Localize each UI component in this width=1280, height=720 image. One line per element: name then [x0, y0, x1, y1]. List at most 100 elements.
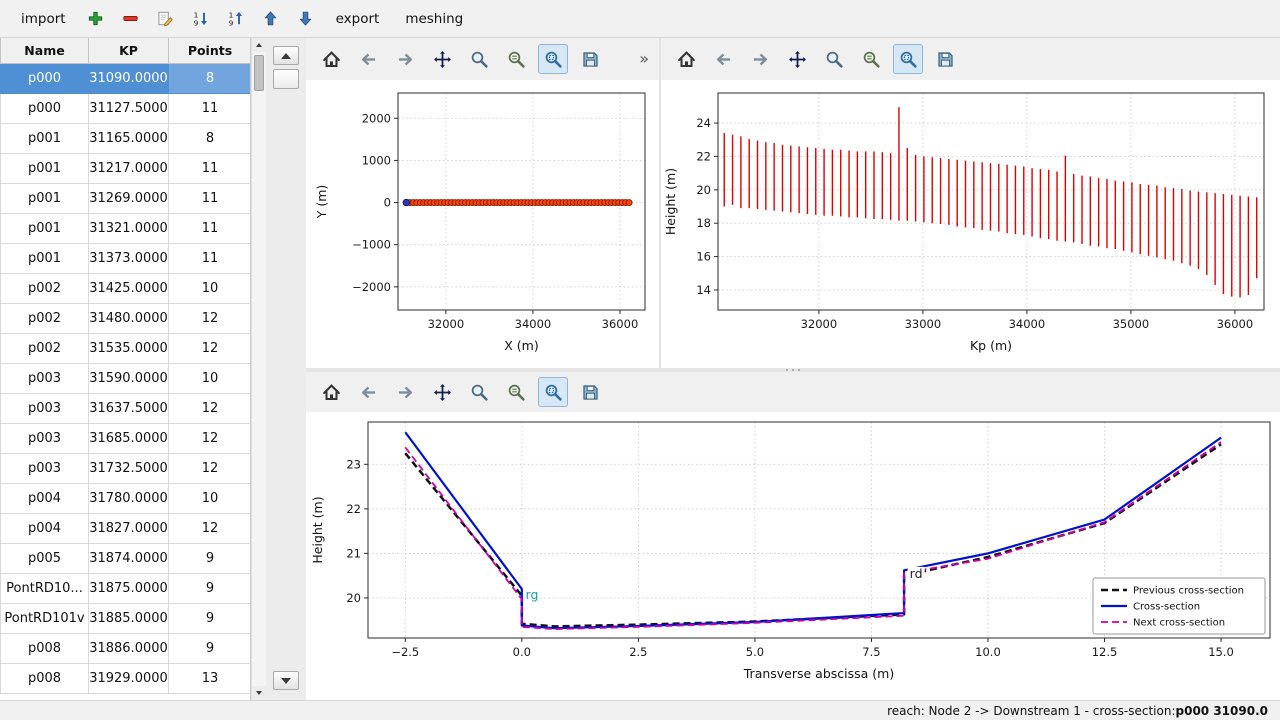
subplots-button[interactable] — [501, 44, 531, 74]
table-row[interactable]: p000 31090.0000 8 — [0, 63, 250, 94]
remove-cross-section-button[interactable] — [118, 6, 144, 32]
subplots-icon — [862, 50, 881, 69]
vertical-splitter[interactable] — [659, 38, 661, 368]
zoom-button[interactable] — [464, 44, 494, 74]
back-button[interactable] — [353, 377, 383, 407]
move-up-button[interactable] — [258, 6, 284, 32]
horizontal-splitter[interactable] — [306, 368, 1280, 372]
subplots-button[interactable] — [501, 377, 531, 407]
svg-text:34000: 34000 — [515, 317, 552, 331]
cell-name: p000 — [0, 93, 89, 124]
move-down-button[interactable] — [293, 6, 319, 32]
column-header-kp[interactable]: KP — [88, 38, 169, 64]
add-cross-section-button[interactable] — [83, 6, 109, 32]
export-button[interactable]: export — [327, 7, 389, 31]
table-row[interactable]: p003 31590.0000 10 — [0, 363, 250, 394]
back-button[interactable] — [708, 44, 738, 74]
cell-kp: 31165.0000 — [88, 123, 169, 154]
table-row[interactable]: PontRD101v 31885.0000 9 — [0, 603, 250, 634]
import-button[interactable]: import — [12, 7, 75, 31]
sort-descending-button[interactable] — [188, 6, 214, 32]
save-button[interactable] — [930, 44, 960, 74]
zoom-rect-button[interactable] — [538, 377, 568, 407]
cell-name: p001 — [0, 153, 89, 184]
table-row[interactable]: p001 31373.0000 11 — [0, 243, 250, 274]
zoom-button[interactable] — [819, 44, 849, 74]
zoom-rect-button[interactable] — [893, 44, 923, 74]
cross-section-canvas[interactable]: rg rd −2.5 0.0 2.5 5.0 7.5 10.0 12.5 15.0 20 21 22 23… — [306, 412, 1280, 700]
cross-section-table-body: p000 31090.0000 8 p000 31127.5000 11 p001 31165… — [0, 63, 250, 694]
panel-scrollbar-thumb[interactable] — [273, 69, 299, 89]
edit-cross-section-button[interactable] — [153, 6, 179, 32]
table-row[interactable]: p005 31874.0000 9 — [0, 543, 250, 574]
home-button[interactable] — [316, 44, 346, 74]
pan-icon — [788, 50, 807, 69]
home-button[interactable] — [671, 44, 701, 74]
pan-button[interactable] — [782, 44, 812, 74]
cell-points: 13 — [168, 663, 250, 694]
cell-kp: 31685.0000 — [88, 423, 169, 454]
table-row[interactable]: p002 31480.0000 12 — [0, 303, 250, 334]
table-row[interactable]: p008 31886.0000 9 — [0, 633, 250, 664]
svg-text:−2000: −2000 — [352, 280, 391, 294]
cell-points: 8 — [168, 63, 250, 94]
table-row[interactable]: p003 31732.5000 12 — [0, 453, 250, 484]
forward-button[interactable] — [390, 377, 420, 407]
panel-scroll-down-button[interactable] — [273, 671, 299, 690]
zoom-rect-icon — [544, 50, 563, 69]
column-header-points[interactable]: Points — [168, 38, 250, 64]
cross-section-canvas-frame: −2.5 0.0 2.5 5.0 7.5 10.0 12.5 15.0 20 21 22 23 Tran… — [310, 421, 1271, 681]
svg-text:Height (m): Height (m) — [310, 496, 325, 563]
table-scroll-up-icon[interactable] — [252, 38, 266, 52]
meshing-button[interactable]: meshing — [396, 7, 472, 31]
table-row[interactable]: p008 31929.0000 13 — [0, 663, 250, 694]
svg-text:rd: rd — [910, 566, 923, 581]
table-row[interactable]: p001 31165.0000 8 — [0, 123, 250, 154]
svg-text:Next cross-section: Next cross-section — [1133, 618, 1225, 629]
zoom-button[interactable] — [464, 377, 494, 407]
table-scrollbar-thumb[interactable] — [254, 55, 264, 91]
xy-plot-canvas[interactable]: 32000 34000 36000 −2000 −1000 0 1000 2000 X (m) Y… — [306, 80, 659, 368]
save-button[interactable] — [575, 377, 605, 407]
table-row[interactable]: p002 31535.0000 12 — [0, 333, 250, 364]
back-button[interactable] — [353, 44, 383, 74]
cell-name: p002 — [0, 333, 89, 364]
save-button[interactable] — [575, 44, 605, 74]
kp-height-canvas[interactable]: 32000 33000 34000 35000 36000 14 16 18 20 22 24 Kp … — [661, 80, 1280, 368]
table-row[interactable]: p001 31269.0000 11 — [0, 183, 250, 214]
panel-scroll-up-button[interactable] — [273, 46, 299, 65]
toolbar-overflow-chevron[interactable]: » — [639, 49, 649, 68]
subplots-button[interactable] — [856, 44, 886, 74]
table-row[interactable]: PontRD10... 31875.0000 9 — [0, 573, 250, 604]
pan-button[interactable] — [427, 377, 457, 407]
forward-icon — [396, 383, 415, 402]
table-scroll-down-icon[interactable] — [252, 686, 266, 700]
cross-section-canvas-plot-area: rg rd — [368, 422, 1270, 638]
cell-name: p004 — [0, 513, 89, 544]
table-row[interactable]: p003 31637.5000 12 — [0, 393, 250, 424]
table-row[interactable]: p001 31217.0000 11 — [0, 153, 250, 184]
table-row[interactable]: p004 31827.0000 12 — [0, 513, 250, 544]
cell-name: p001 — [0, 213, 89, 244]
forward-button[interactable] — [390, 44, 420, 74]
cell-kp: 31929.0000 — [88, 663, 169, 694]
pan-button[interactable] — [427, 44, 457, 74]
cell-name: p004 — [0, 483, 89, 514]
subplots-icon — [507, 383, 526, 402]
table-row[interactable]: p000 31127.5000 11 — [0, 93, 250, 124]
home-button[interactable] — [316, 377, 346, 407]
panel-scrollbar[interactable] — [266, 38, 306, 700]
forward-button[interactable] — [745, 44, 775, 74]
zoom-rect-button[interactable] — [538, 44, 568, 74]
table-row[interactable]: p004 31780.0000 10 — [0, 483, 250, 514]
sort-ascending-button[interactable] — [223, 6, 249, 32]
svg-text:32000: 32000 — [428, 317, 465, 331]
column-header-name[interactable]: Name — [0, 38, 89, 64]
table-scrollbar[interactable] — [251, 38, 266, 700]
table-row[interactable]: p001 31321.0000 11 — [0, 213, 250, 244]
table-row[interactable]: p003 31685.0000 12 — [0, 423, 250, 454]
cell-name: p002 — [0, 303, 89, 334]
table-row[interactable]: p002 31425.0000 10 — [0, 273, 250, 304]
cell-points: 12 — [168, 303, 250, 334]
